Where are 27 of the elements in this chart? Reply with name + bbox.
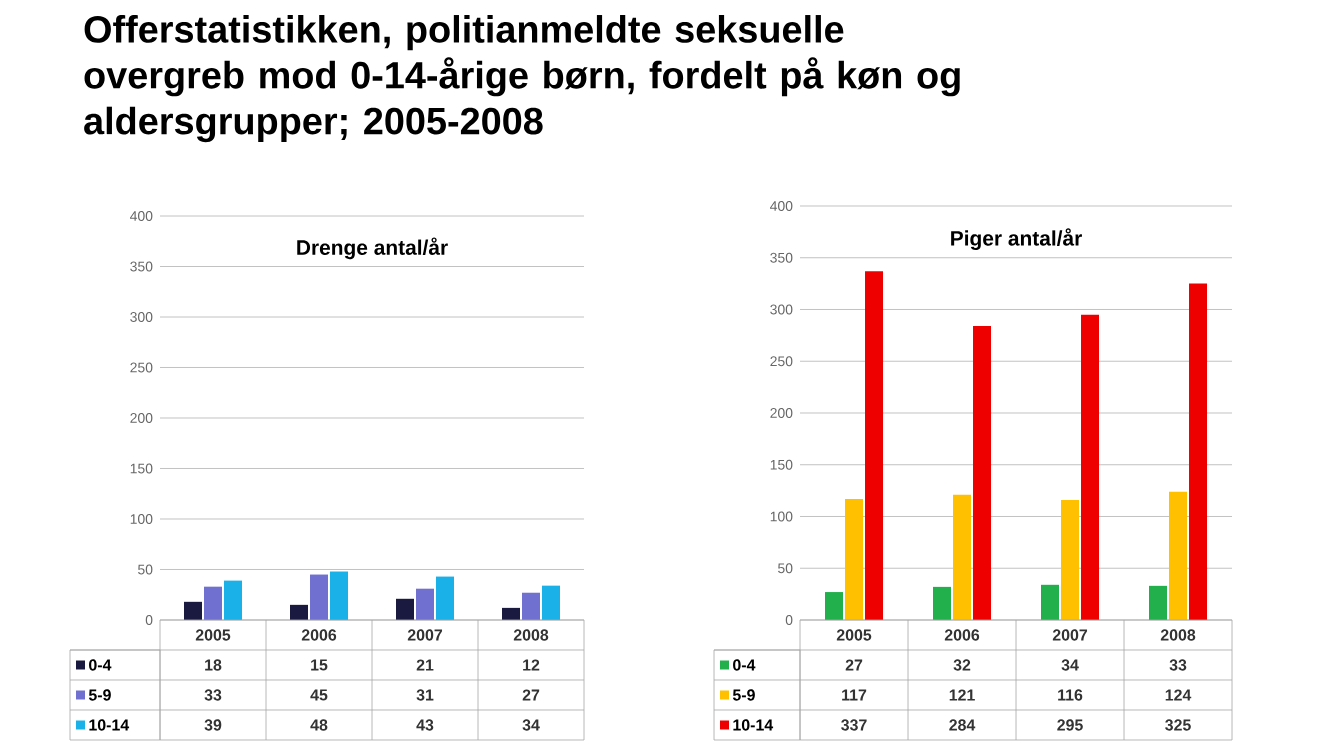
bar — [865, 271, 884, 620]
bar — [1041, 584, 1060, 620]
bar — [845, 498, 864, 620]
bar — [416, 588, 435, 620]
bar — [542, 585, 561, 620]
bar — [973, 326, 992, 620]
bar — [396, 598, 415, 620]
bar — [290, 604, 309, 620]
bar — [933, 586, 952, 620]
bar — [1189, 283, 1208, 620]
bar — [224, 580, 243, 620]
bar — [310, 574, 329, 620]
bar — [1149, 585, 1168, 620]
bar — [1081, 314, 1100, 620]
bar — [1061, 499, 1080, 620]
text: Drenge antal/år — [297, 237, 448, 260]
bar — [502, 607, 521, 620]
bar — [436, 576, 455, 620]
chart-title: Offerstatistikken, politianmeldte seksuelle overgreb mod 0-14-årige børn, fordelt på køn og aldersgrupper; 2005-2008 — [84, 15, 960, 143]
bar — [522, 592, 541, 620]
bar — [330, 571, 349, 620]
bar — [184, 601, 203, 620]
bar — [953, 494, 972, 620]
bar — [204, 586, 223, 620]
text: Piger antal/år — [951, 228, 1082, 250]
bar — [825, 592, 844, 620]
bar — [1169, 491, 1188, 620]
